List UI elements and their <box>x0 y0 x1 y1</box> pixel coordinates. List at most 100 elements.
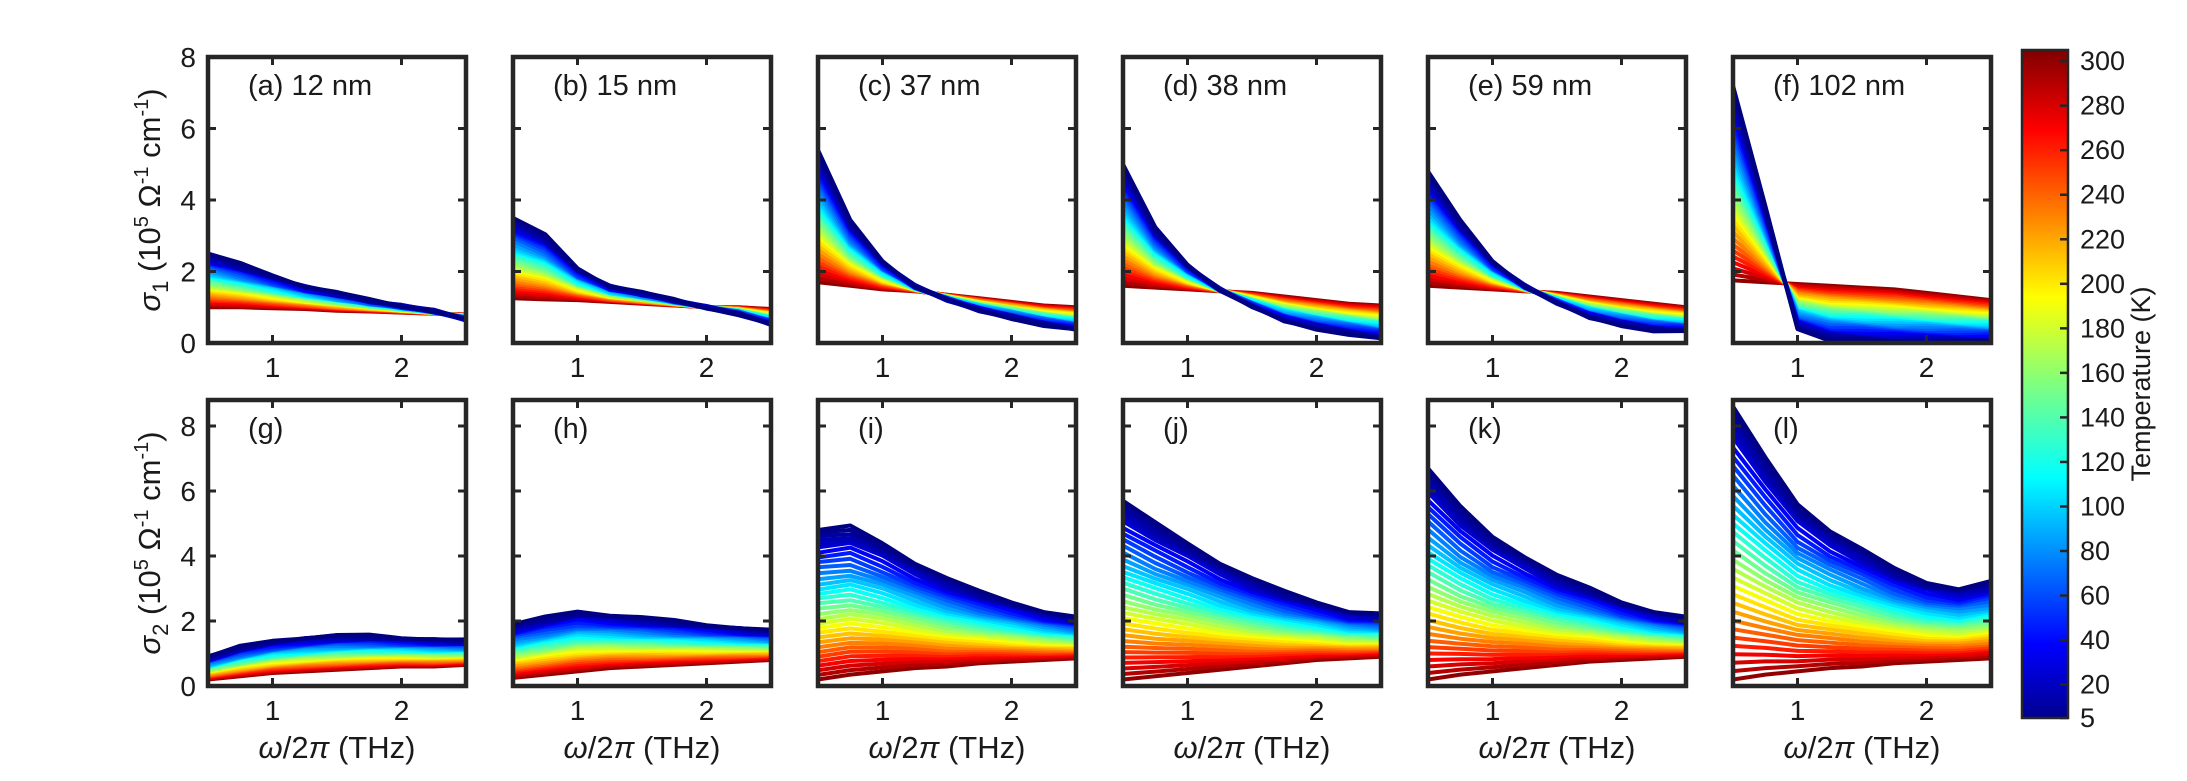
panel-label: (b) 15 nm <box>553 70 677 102</box>
x-tick-label: 2 <box>1919 695 1935 726</box>
curve-T150 <box>1733 548 1991 628</box>
curve-T90 <box>1123 557 1381 632</box>
colorbar-frame <box>2020 48 2070 720</box>
curve-T100 <box>1428 543 1686 635</box>
curve-T280 <box>1733 651 1991 665</box>
curve-T110 <box>1428 550 1686 635</box>
curves <box>1733 83 1991 343</box>
x-tick-label: 2 <box>1309 352 1325 383</box>
curve-T170 <box>1733 566 1991 634</box>
colorbar-tick-label: 60 <box>2080 581 2110 611</box>
panel-b: 1 2 (b) 15 nm <box>510 54 774 383</box>
x-tick-label: 2 <box>1004 695 1020 726</box>
colorbar-tick-label: 180 <box>2080 313 2125 343</box>
curve-T5 <box>513 609 771 632</box>
panel-j: 1 2 (j) ω/2π (THz) <box>1120 397 1384 765</box>
panel-label: (a) 12 nm <box>248 70 372 102</box>
curve-T90 <box>1428 535 1686 634</box>
curve-T30 <box>1733 435 1991 599</box>
curve-T40 <box>1428 498 1686 626</box>
y-tick-label: 0 <box>180 671 196 702</box>
colorbar-tick-label: 240 <box>2080 180 2125 210</box>
curve-T5 <box>208 251 466 321</box>
curve-T5 <box>1123 498 1381 616</box>
panel-label: (h) <box>553 413 588 445</box>
labels-layer: σ1 (105 Ω-1 cm-1) σ2 (105 Ω-1 cm-1) <box>131 88 173 654</box>
colorbar-tick-label: 80 <box>2080 536 2110 566</box>
panel-l: 1 2 (l) ω/2π (THz) <box>1730 397 1994 765</box>
curves <box>208 251 466 323</box>
curve-T90 <box>1733 494 1991 614</box>
curve-T5 <box>513 215 771 326</box>
x-tick-label: 2 <box>1919 352 1935 383</box>
x-tick-label: 2 <box>699 695 715 726</box>
curve-T170 <box>1123 605 1381 642</box>
panel-f: 1 2 (f) 102 nm <box>1730 54 1994 383</box>
curve-T100 <box>1733 503 1991 617</box>
curve-T40 <box>1123 525 1381 623</box>
curve-T70 <box>1733 473 1991 608</box>
curve-T170 <box>1428 592 1686 644</box>
x-tick-label: 1 <box>1485 695 1501 726</box>
curve-T240 <box>1733 627 1991 649</box>
curve-T5 <box>208 632 466 659</box>
y-tick-label: 4 <box>180 185 196 216</box>
y-tick-label: 2 <box>180 606 196 637</box>
colorbar-tick-label: 280 <box>2080 91 2125 121</box>
panel-e: 1 2 (e) 59 nm <box>1425 54 1689 383</box>
curve-T250 <box>1733 635 1991 652</box>
x-tick-label: 1 <box>570 695 586 726</box>
curves <box>1428 169 1686 334</box>
curve-T90 <box>818 573 1076 634</box>
curve-T190 <box>1733 583 1991 638</box>
panel-d: 1 2 (d) 38 nm <box>1120 54 1384 383</box>
panel-label: (e) 59 nm <box>1468 70 1592 102</box>
x-axis-title: ω/2π (THz) <box>564 730 721 765</box>
curve-T200 <box>1733 592 1991 640</box>
panel-label: (i) <box>858 413 884 445</box>
x-tick-label: 2 <box>394 695 410 726</box>
x-tick-label: 1 <box>1180 352 1196 383</box>
colorbar-tick-label: 160 <box>2080 358 2125 388</box>
x-tick-label: 1 <box>1485 352 1501 383</box>
x-tick-label: 1 <box>570 352 586 383</box>
panel-a: 1 2 0 2 4 6 8 (a) 12 nm <box>180 42 469 383</box>
x-tick-label: 2 <box>394 352 410 383</box>
curve-T110 <box>1733 512 1991 620</box>
axes-frame <box>510 397 774 689</box>
curve-T5 <box>1733 404 1991 592</box>
curve-T5 <box>818 523 1076 619</box>
curve-T230 <box>1733 618 1991 647</box>
x-axis-title: ω/2π (THz) <box>259 730 416 765</box>
curve-T40 <box>818 545 1076 626</box>
curve-T110 <box>1123 569 1381 633</box>
curve-T40 <box>1733 445 1991 603</box>
x-tick-label: 1 <box>1180 695 1196 726</box>
panel-label: (d) 38 nm <box>1163 70 1287 102</box>
curves <box>818 147 1076 332</box>
colorbar: 520 40 60 80 100 120 140 160 180 200 220 240 260 280 3… <box>2020 46 2156 733</box>
curve-T300 <box>1733 656 1991 682</box>
y-axis-title-1: σ1 (105 Ω-1 cm-1) <box>131 88 173 311</box>
y-tick-label: 8 <box>180 42 196 73</box>
curves <box>208 632 466 682</box>
y-axis-title-2: σ2 (105 Ω-1 cm-1) <box>131 431 173 654</box>
panel-label: (c) 37 nm <box>858 70 980 102</box>
panels-layer: 1 2 0 2 4 6 8 (a) 12 nm 1 2 (b) 15 nm 1 2 (c) 37 nm 1 2… <box>180 42 1994 765</box>
x-tick-label: 1 <box>875 352 891 383</box>
panel-i: 1 2 (i) ω/2π (THz) <box>815 397 1079 765</box>
curve-T50 <box>1733 454 1991 605</box>
colorbar-tick-label: 5 <box>2080 703 2095 733</box>
curve-T180 <box>1733 575 1991 636</box>
x-tick-label: 1 <box>875 695 891 726</box>
curve-T140 <box>1733 538 1991 626</box>
panel-label: (k) <box>1468 413 1502 445</box>
y-tick-label: 8 <box>180 411 196 442</box>
y-tick-label: 4 <box>180 541 196 572</box>
colorbar-tick-label: 260 <box>2080 135 2125 165</box>
curve-T170 <box>818 612 1076 645</box>
curve-T270 <box>1733 649 1991 659</box>
axes-frame <box>1120 397 1384 689</box>
x-tick-label: 2 <box>1004 352 1020 383</box>
curve-T5 <box>1428 466 1686 619</box>
